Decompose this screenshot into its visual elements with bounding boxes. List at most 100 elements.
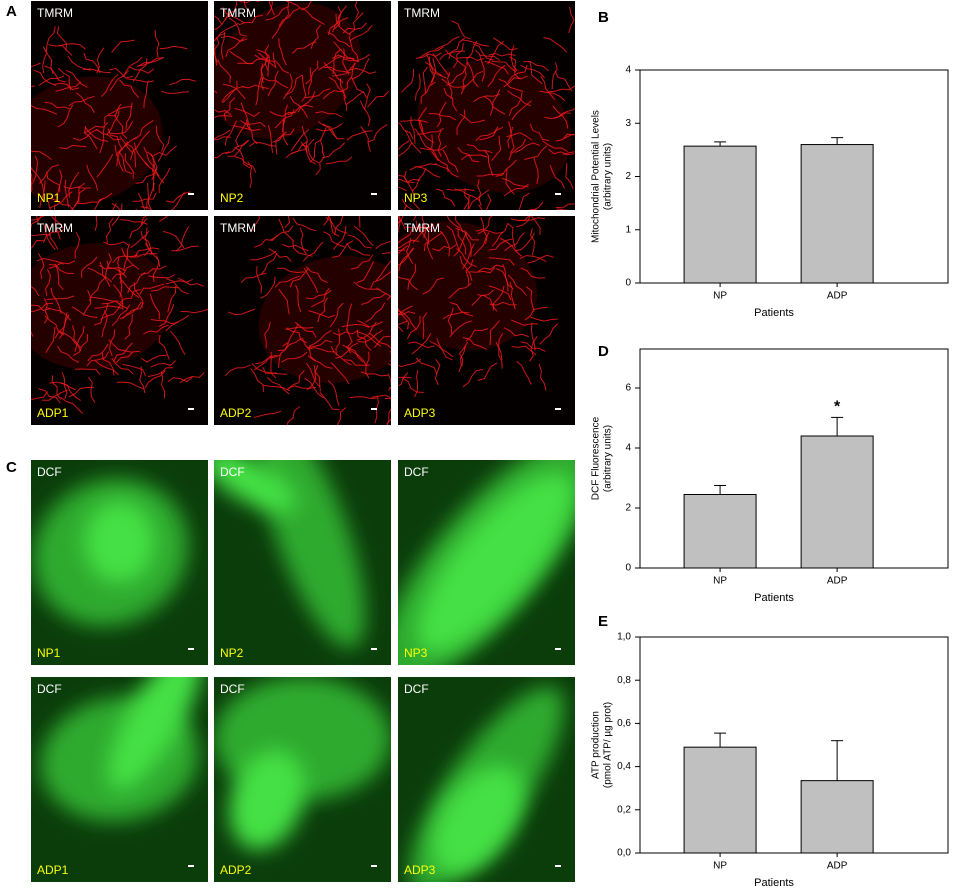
mitochondria bbox=[412, 223, 434, 244]
sample-label: NP2 bbox=[220, 646, 244, 660]
micrograph bbox=[31, 677, 208, 882]
mitochondria bbox=[144, 162, 165, 184]
mitochondria bbox=[548, 149, 575, 156]
mitochondria bbox=[101, 310, 108, 338]
y-axis-label: DCF Fluorescence bbox=[591, 416, 602, 500]
cell-body bbox=[84, 501, 155, 583]
mitochondria bbox=[398, 305, 413, 317]
y-tick-label: 0 bbox=[625, 278, 631, 289]
mitochondria bbox=[260, 63, 264, 91]
mitochondria bbox=[346, 62, 355, 90]
mitochondria bbox=[67, 55, 92, 71]
mitochondria bbox=[294, 321, 317, 339]
mitochondria bbox=[74, 232, 81, 259]
mitochondria bbox=[31, 285, 40, 297]
mitochondria bbox=[341, 323, 370, 328]
cell-body bbox=[416, 472, 574, 653]
mitochondria bbox=[117, 256, 122, 284]
mitochondria bbox=[282, 73, 293, 100]
mitochondria bbox=[214, 43, 218, 66]
mitochondria bbox=[221, 32, 226, 60]
mitochondria bbox=[354, 1, 360, 19]
mitochondria bbox=[409, 163, 437, 171]
mitochondria bbox=[241, 84, 269, 89]
mitochondria bbox=[43, 297, 49, 324]
mitochondria bbox=[357, 319, 384, 328]
mitochondria bbox=[398, 310, 417, 331]
mitochondria bbox=[509, 126, 515, 154]
mitochondria bbox=[508, 138, 526, 161]
mitochondria bbox=[357, 331, 382, 347]
mitochondria bbox=[350, 76, 368, 99]
mitochondria bbox=[486, 193, 492, 210]
mitochondria bbox=[39, 164, 60, 184]
mitochondria bbox=[431, 134, 439, 162]
mitochondria bbox=[31, 182, 33, 193]
mitochondria bbox=[437, 130, 442, 157]
mitochondria bbox=[155, 125, 165, 152]
micrograph bbox=[214, 216, 391, 425]
mitochondria bbox=[43, 224, 56, 251]
mitochondria bbox=[542, 140, 568, 153]
mitochondria bbox=[471, 289, 494, 306]
mitochondria bbox=[455, 248, 477, 268]
mitochondria bbox=[360, 371, 389, 377]
mitochondria bbox=[109, 329, 116, 357]
mitochondria bbox=[402, 377, 424, 393]
y-tick-label: 1,0 bbox=[617, 632, 631, 643]
cell-glow bbox=[258, 255, 391, 383]
mitochondria bbox=[508, 92, 523, 117]
mitochondria bbox=[319, 391, 340, 411]
mitochondria bbox=[140, 230, 153, 255]
mitochondria bbox=[250, 250, 277, 261]
mitochondria bbox=[9, 234, 15, 261]
mitochondria bbox=[314, 365, 321, 392]
mitochondria bbox=[0, 85, 17, 94]
mitochondria bbox=[465, 328, 489, 342]
mitochondria bbox=[478, 204, 483, 210]
mitochondria bbox=[530, 316, 558, 322]
mitochondria bbox=[255, 77, 262, 106]
mitochondria bbox=[335, 13, 352, 36]
mitochondria bbox=[466, 61, 479, 88]
mitochondria bbox=[295, 284, 302, 313]
mitochondria bbox=[37, 252, 45, 279]
mitochondria bbox=[491, 135, 502, 161]
mitochondria bbox=[287, 406, 301, 425]
x-tick-label: ADP bbox=[827, 861, 848, 872]
mitochondria bbox=[304, 88, 331, 99]
mitochondria bbox=[505, 169, 515, 195]
scale-bar bbox=[555, 193, 561, 195]
mitochondria bbox=[509, 56, 521, 80]
mitochondria bbox=[171, 245, 199, 252]
mitochondria bbox=[342, 344, 364, 363]
mitochondria bbox=[56, 26, 68, 51]
mitochondria bbox=[426, 53, 443, 76]
mitochondria bbox=[0, 77, 9, 98]
mitochondria bbox=[108, 67, 133, 79]
mitochondria bbox=[31, 150, 52, 160]
mitochondria bbox=[111, 358, 134, 375]
mitochondria bbox=[234, 156, 257, 173]
mitochondria bbox=[398, 178, 421, 183]
mitochondria bbox=[38, 388, 61, 404]
mitochondria bbox=[317, 121, 338, 140]
mitochondria bbox=[48, 264, 74, 274]
mitochondria bbox=[150, 286, 179, 292]
mitochondria bbox=[401, 198, 413, 210]
y-tick-label: 6 bbox=[625, 383, 631, 394]
mitochondria bbox=[270, 352, 277, 379]
mitochondria bbox=[568, 6, 575, 34]
mitochondria bbox=[150, 360, 176, 368]
mitochondria bbox=[350, 254, 374, 270]
mitochondria bbox=[554, 70, 573, 92]
mitochondria bbox=[31, 183, 33, 185]
mitochondria bbox=[72, 325, 82, 352]
mitochondria bbox=[371, 394, 391, 399]
mitochondria bbox=[524, 145, 548, 160]
mitochondria bbox=[125, 143, 137, 168]
mitochondria bbox=[325, 156, 353, 165]
mitochondria bbox=[456, 109, 466, 136]
mitochondria bbox=[240, 102, 251, 130]
mitochondria bbox=[330, 362, 350, 385]
